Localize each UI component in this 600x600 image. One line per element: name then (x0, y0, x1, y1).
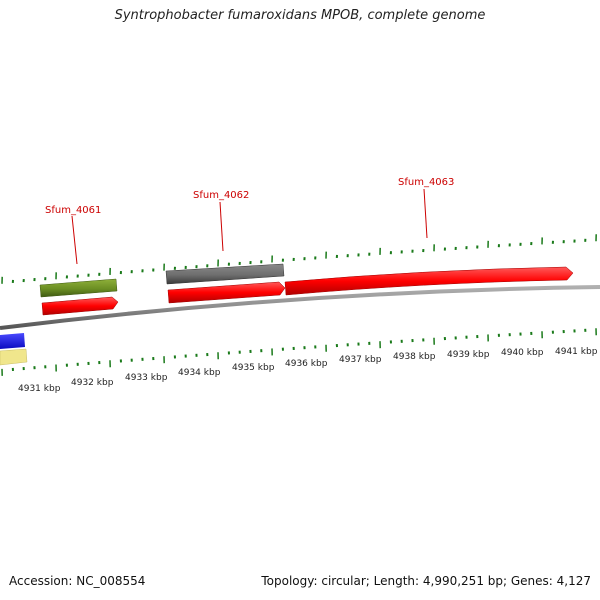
gene-label[interactable]: Sfum_4061 (45, 205, 101, 216)
scale-label: 4932 kbp (71, 378, 114, 388)
inner-tick-ring (1, 328, 597, 376)
gene-arrow-sfum-4063[interactable] (284, 266, 574, 296)
gene-feature-blue[interactable] (0, 333, 25, 349)
accession-text: Accession: NC_008554 (9, 574, 146, 588)
scale-label: 4933 kbp (125, 373, 168, 383)
leader-line-sfum-4063 (423, 188, 428, 239)
scale-label: 4937 kbp (339, 355, 382, 365)
genome-summary-text: Topology: circular; Length: 4,990,251 bp… (261, 574, 591, 588)
scale-label: 4940 kbp (501, 348, 544, 358)
gene-arrow-sfum-4061[interactable] (41, 296, 119, 316)
scale-label: 4934 kbp (178, 368, 221, 378)
scale-label: 4939 kbp (447, 350, 490, 360)
gene-feature-green[interactable] (39, 278, 118, 298)
scale-label: 4938 kbp (393, 352, 436, 362)
gene-label[interactable]: Sfum_4062 (193, 190, 249, 201)
gene-arrow-sfum-4062[interactable] (167, 281, 286, 304)
leader-line-sfum-4062 (219, 201, 224, 252)
leader-line-sfum-4061 (71, 215, 78, 265)
map-title: Syntrophobacter fumaroxidans MPOB, compl… (114, 8, 486, 23)
gene-feature-khaki[interactable] (0, 348, 28, 366)
scale-label: 4941 kbp (555, 347, 598, 357)
gene-feature-gray[interactable] (165, 263, 285, 285)
scale-label: 4931 kbp (18, 384, 61, 394)
scale-label: 4935 kbp (232, 363, 275, 373)
scale-label: 4936 kbp (285, 359, 328, 369)
outer-tick-ring (1, 234, 597, 284)
gene-label[interactable]: Sfum_4063 (398, 177, 454, 188)
genome-backbone (0, 285, 600, 330)
